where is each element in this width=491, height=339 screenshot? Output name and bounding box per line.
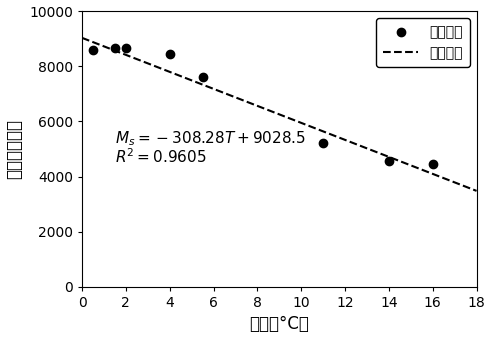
测试数据: [429, 161, 436, 167]
Legend: 测试数据, 拟合方程: 测试数据, 拟合方程: [377, 18, 469, 67]
拟合方程: [314, 127, 320, 131]
Y-axis label: 核磁信号强度: 核磁信号强度: [5, 119, 24, 179]
拟合方程: [81, 36, 86, 40]
测试数据: [111, 45, 119, 51]
Line: 拟合方程: 拟合方程: [82, 38, 477, 191]
X-axis label: 温度（°C）: 温度（°C）: [249, 316, 309, 334]
Text: $R^2 = 0.9605$: $R^2 = 0.9605$: [115, 147, 207, 166]
测试数据: [385, 159, 393, 164]
拟合方程: [313, 126, 319, 131]
测试数据: [319, 141, 327, 146]
拟合方程: [411, 165, 417, 169]
拟合方程: [79, 36, 85, 40]
测试数据: [89, 47, 97, 53]
拟合方程: [321, 129, 327, 134]
测试数据: [122, 45, 130, 51]
测试数据: [199, 75, 207, 80]
拟合方程: [436, 175, 442, 179]
Text: $M_s = -308.28T + 9028.5$: $M_s = -308.28T + 9028.5$: [115, 129, 306, 148]
拟合方程: [474, 189, 480, 193]
测试数据: [166, 51, 174, 57]
